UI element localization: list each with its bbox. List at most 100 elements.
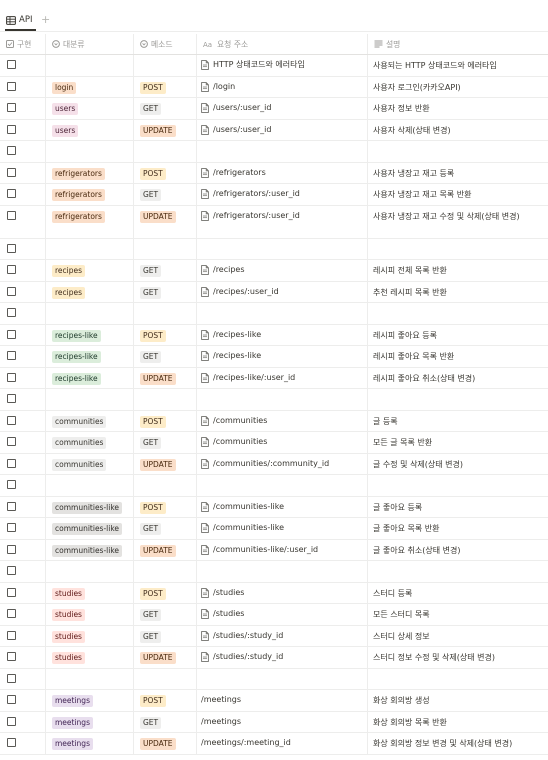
cell-category[interactable]: studies xyxy=(46,604,134,625)
cell-desc[interactable] xyxy=(368,141,548,162)
done-checkbox[interactable] xyxy=(7,146,16,155)
cell-method[interactable]: GET xyxy=(134,604,197,625)
cell-category[interactable]: communities-like xyxy=(46,539,134,560)
url-link[interactable]: /communities-like/:user_id xyxy=(201,544,318,556)
cell-category[interactable] xyxy=(46,303,134,324)
cell-desc[interactable]: 모든 스터디 목록 xyxy=(368,604,548,625)
done-checkbox[interactable] xyxy=(7,103,16,112)
cell-desc[interactable] xyxy=(368,669,548,690)
cell-method[interactable] xyxy=(134,238,197,259)
cell-desc[interactable]: 화상 회의방 생성 xyxy=(368,690,548,711)
cell-method[interactable]: UPDATE xyxy=(134,453,197,474)
cell-category[interactable]: login xyxy=(46,76,134,97)
cell-method[interactable] xyxy=(134,141,197,162)
url-link[interactable]: /recipes xyxy=(201,264,245,276)
cell-desc[interactable] xyxy=(368,561,548,582)
cell-desc[interactable]: 글 수정 및 삭제(상태 변경) xyxy=(368,454,548,475)
cell-desc[interactable]: 스터디 정보 수정 및 삭제(상태 변경) xyxy=(368,647,548,668)
cell-desc[interactable]: 화상 회의방 목록 반환 xyxy=(368,712,548,733)
cell-method[interactable]: UPDATE xyxy=(134,647,197,668)
cell-url[interactable]: /communities-like xyxy=(197,496,368,517)
cell-method[interactable] xyxy=(134,389,197,410)
cell-desc[interactable]: 레시피 좋아요 목록 반환 xyxy=(368,346,548,367)
cell-url[interactable]: /studies/:study_id xyxy=(197,625,368,646)
column-header-method[interactable]: 메소드 xyxy=(134,34,197,54)
cell-url[interactable] xyxy=(197,389,368,410)
done-checkbox[interactable] xyxy=(7,716,16,726)
url-link[interactable]: /studies/:study_id xyxy=(201,630,283,642)
url-link[interactable]: /communities/:community_id xyxy=(201,458,329,470)
cell-method[interactable]: GET xyxy=(134,98,197,119)
done-checkbox[interactable] xyxy=(7,566,16,575)
cell-desc[interactable]: 레시피 전체 목록 반환 xyxy=(368,260,548,281)
url-link[interactable]: /studies xyxy=(201,587,244,599)
done-checkbox[interactable] xyxy=(7,523,16,532)
cell-url[interactable]: /studies xyxy=(197,604,368,625)
cell-url[interactable]: /refrigerators/:user_id xyxy=(197,205,368,238)
add-view-button[interactable]: + xyxy=(41,13,51,26)
url-link[interactable]: /meetings xyxy=(201,716,241,728)
done-checkbox[interactable] xyxy=(7,609,16,618)
cell-desc[interactable]: 사용자 삭제(상태 변경) xyxy=(368,120,548,141)
cell-method[interactable]: POST xyxy=(134,582,197,603)
done-checkbox[interactable] xyxy=(7,544,16,554)
done-checkbox[interactable] xyxy=(7,265,16,274)
cell-category[interactable]: studies xyxy=(46,647,134,668)
cell-category[interactable]: refrigerators xyxy=(46,162,134,183)
done-checkbox[interactable] xyxy=(7,480,16,489)
cell-desc[interactable]: 사용자 로그인(카카오API) xyxy=(368,77,548,98)
cell-method[interactable]: GET xyxy=(134,346,197,367)
cell-method[interactable]: GET xyxy=(134,518,197,539)
cell-url[interactable]: /refrigerators/:user_id xyxy=(197,184,368,205)
cell-desc[interactable]: 사용자 냉장고 재고 목록 반환 xyxy=(368,184,548,205)
cell-method[interactable]: GET xyxy=(134,281,197,302)
done-checkbox[interactable] xyxy=(7,210,16,220)
cell-category[interactable]: communities xyxy=(46,432,134,453)
cell-desc[interactable]: 화상 회의방 정보 변경 및 삭제(상태 변경) xyxy=(368,733,548,754)
cell-url[interactable]: /studies/:study_id xyxy=(197,647,368,668)
url-link[interactable]: /recipes-like xyxy=(201,329,261,341)
cell-method[interactable]: GET xyxy=(134,625,197,646)
column-header-category[interactable]: 대분류 xyxy=(46,34,134,54)
cell-category[interactable]: recipes-like xyxy=(46,346,134,367)
done-checkbox[interactable] xyxy=(7,329,16,339)
url-link[interactable]: /recipes-like/:user_id xyxy=(201,372,295,384)
cell-category[interactable]: recipes-like xyxy=(46,367,134,388)
url-link[interactable]: /studies xyxy=(201,608,244,620)
cell-category[interactable] xyxy=(46,141,134,162)
cell-category[interactable]: refrigerators xyxy=(46,205,134,238)
cell-desc[interactable] xyxy=(368,303,548,324)
cell-method[interactable]: POST xyxy=(134,410,197,431)
done-checkbox[interactable] xyxy=(7,167,16,177)
done-checkbox[interactable] xyxy=(7,243,16,253)
cell-category[interactable]: meetings xyxy=(46,711,134,732)
cell-desc[interactable]: 스터디 상세 정보 xyxy=(368,626,548,647)
cell-category[interactable]: studies xyxy=(46,625,134,646)
cell-category[interactable]: meetings xyxy=(46,733,134,754)
cell-desc[interactable]: 글 좋아요 등록 xyxy=(368,497,548,518)
url-link[interactable]: /communities-like xyxy=(201,522,284,534)
cell-url[interactable]: /refrigerators xyxy=(197,162,368,183)
cell-desc[interactable]: 사용되는 HTTP 상태코드와 에러타입 xyxy=(368,55,548,76)
cell-url[interactable]: /meetings xyxy=(197,711,368,732)
done-checkbox[interactable] xyxy=(7,351,16,360)
cell-method[interactable]: POST xyxy=(134,76,197,97)
cell-category[interactable]: meetings xyxy=(46,690,134,711)
done-checkbox[interactable] xyxy=(7,372,16,382)
cell-category[interactable]: studies xyxy=(46,582,134,603)
url-link[interactable]: /refrigerators/:user_id xyxy=(201,188,300,200)
cell-category[interactable] xyxy=(46,55,134,76)
cell-category[interactable]: refrigerators xyxy=(46,184,134,205)
cell-url[interactable] xyxy=(197,303,368,324)
cell-method[interactable] xyxy=(134,668,197,689)
done-checkbox[interactable] xyxy=(7,308,16,317)
cell-category[interactable] xyxy=(46,238,134,259)
done-checkbox[interactable] xyxy=(7,587,16,597)
cell-category[interactable]: communities xyxy=(46,410,134,431)
done-checkbox[interactable] xyxy=(7,738,16,747)
cell-desc[interactable] xyxy=(368,239,548,260)
cell-category[interactable] xyxy=(46,475,134,496)
cell-desc[interactable]: 글 좋아요 목록 반환 xyxy=(368,518,548,539)
cell-url[interactable]: /communities xyxy=(197,410,368,431)
cell-category[interactable] xyxy=(46,389,134,410)
